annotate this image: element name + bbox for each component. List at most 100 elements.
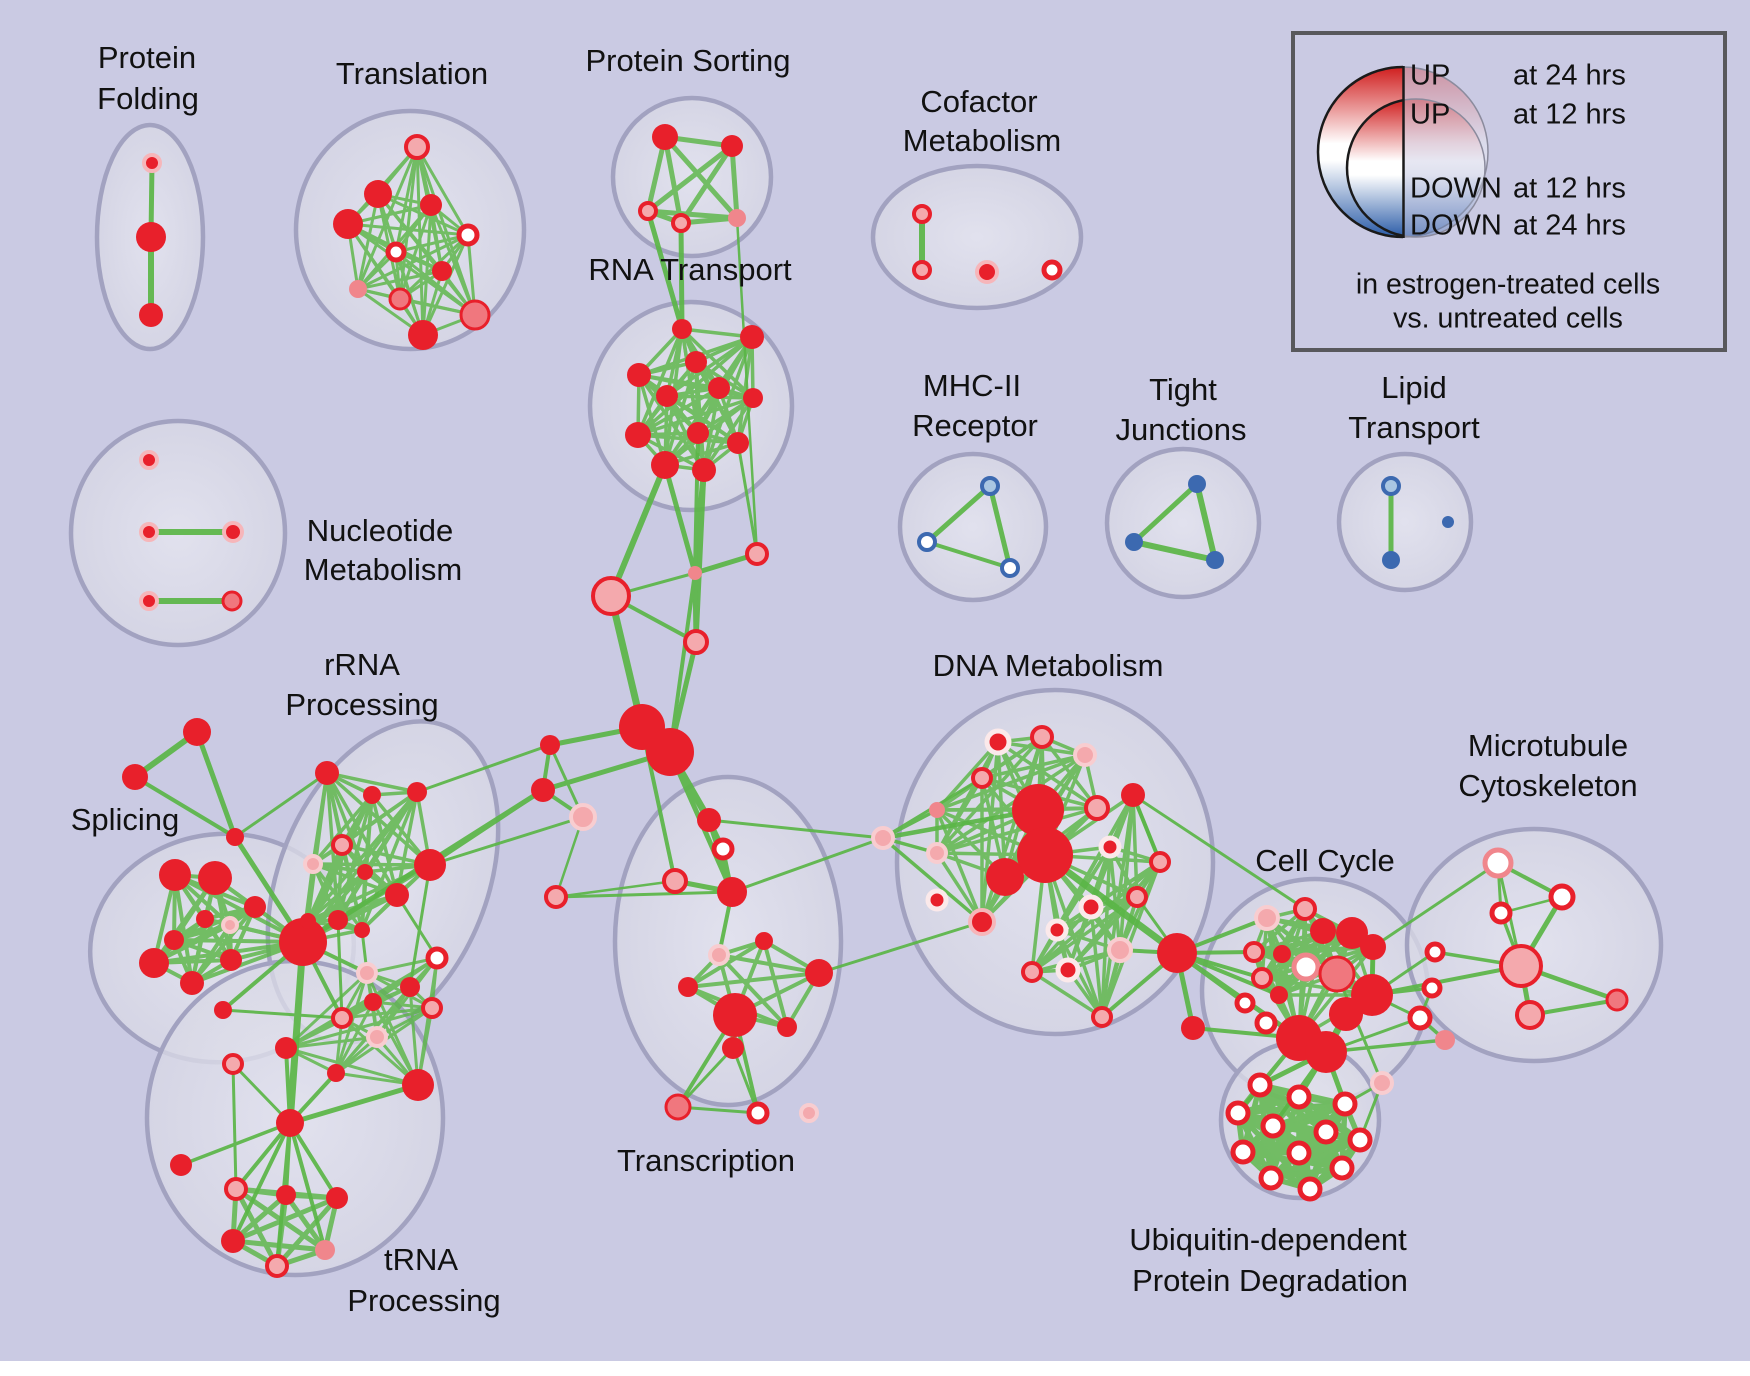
node-t6	[385, 241, 407, 263]
node-spC	[226, 828, 244, 846]
legend-direction-label-1: UP	[1410, 99, 1450, 131]
cluster-label-mhc-ii-receptor-0: MHC-II	[923, 368, 1021, 403]
node-rr6	[414, 849, 446, 881]
node-dm4	[971, 767, 993, 789]
node-t3	[420, 194, 442, 216]
legend: UP at 24 hrs UP at 12 hrs DOWN at 12 hrs DOWN a…	[1291, 31, 1727, 352]
node-dm21	[1149, 851, 1171, 873]
node-rr1	[315, 761, 339, 785]
node-rt11	[651, 451, 679, 479]
node-rt1	[672, 319, 692, 339]
node-dm12	[1098, 835, 1122, 859]
node-tc13	[664, 1093, 692, 1121]
cluster-label-tight-junctions-0: Tight	[1149, 372, 1217, 407]
node-mc4	[683, 629, 709, 655]
node-cf4	[1041, 259, 1063, 281]
node-dm23	[1091, 1006, 1113, 1028]
cluster-label-protein-folding-0: Protein	[98, 40, 196, 75]
node-t4	[333, 209, 363, 239]
node-cc10	[1351, 974, 1393, 1016]
node-pf3	[139, 303, 163, 327]
legend-footer-0: in estrogen-treated cells	[1356, 269, 1660, 301]
node-mt7	[1605, 988, 1629, 1012]
legend-inner-ring	[1345, 98, 1403, 238]
node-rrl2	[366, 1026, 388, 1048]
clique-edges	[152, 134, 1375, 1269]
node-rt12	[692, 458, 716, 482]
node-ps5	[728, 209, 746, 227]
node-tc5	[544, 885, 568, 909]
node-mt1	[1482, 847, 1514, 879]
cluster-label-protein-sorting-0: Protein Sorting	[585, 43, 790, 78]
node-lp1	[1381, 476, 1401, 496]
node-tc12	[777, 1017, 797, 1037]
node-tc15	[799, 1103, 819, 1123]
node-sp9	[220, 949, 242, 971]
node-tc1	[697, 808, 721, 832]
node-cc18	[1329, 997, 1363, 1031]
node-cc6	[1243, 941, 1265, 963]
node-tn1	[224, 1177, 248, 1201]
node-tn6	[265, 1254, 289, 1278]
node-rr2	[363, 786, 381, 804]
node-cc12	[1270, 986, 1288, 1004]
node-mc3	[591, 576, 631, 616]
node-cc2	[1293, 897, 1317, 921]
node-cc15	[1254, 1011, 1278, 1035]
node-nm2	[139, 522, 159, 542]
node-dm18	[1021, 961, 1043, 983]
node-rt4	[685, 351, 707, 373]
node-t8	[349, 280, 367, 298]
node-tc14	[746, 1101, 770, 1125]
node-rr10	[354, 922, 370, 938]
node-dm8	[986, 858, 1024, 896]
node-tnl	[170, 1154, 192, 1176]
node-mt4	[1424, 941, 1446, 963]
node-nm3	[222, 521, 244, 543]
legend-direction-label-2: DOWN	[1410, 173, 1502, 205]
node-dm13	[925, 888, 949, 912]
node-rr7	[385, 883, 409, 907]
cluster-label-transcription-0: Transcription	[617, 1143, 795, 1178]
node-cc5	[1360, 934, 1386, 960]
node-mt5	[1499, 944, 1543, 988]
node-tj1	[1188, 475, 1206, 493]
legend-time-label-3: at 24 hrs	[1513, 210, 1626, 242]
node-rrl11	[222, 1053, 244, 1075]
node-lp2	[1382, 551, 1400, 569]
node-tn5	[315, 1240, 335, 1260]
node-rr5	[303, 854, 323, 874]
legend-time-label-0: at 24 hrs	[1513, 60, 1626, 92]
node-mt10	[1435, 1030, 1455, 1050]
cluster-label-ubiquitin-degradation-0: Ubiquitin-dependent	[1129, 1222, 1407, 1257]
node-t5	[456, 223, 480, 247]
node-dm1	[984, 728, 1012, 756]
node-cc11	[1251, 967, 1273, 989]
cluster-label-rna-transport-0: RNA Transport	[588, 252, 792, 287]
cluster-label-dna-metabolism-0: DNA Metabolism	[933, 648, 1164, 683]
node-cc17	[1305, 1031, 1347, 1073]
node-rrl3	[356, 962, 378, 984]
node-sp6	[221, 916, 239, 934]
node-rr4	[331, 834, 353, 856]
node-mh1	[980, 476, 1000, 496]
node-dm15	[1045, 918, 1069, 942]
node-mc2	[745, 542, 769, 566]
node-ps3	[638, 201, 658, 221]
node-tc11	[722, 1037, 744, 1059]
cluster-label-nucleotide-metabolism-0: Nucleotide	[307, 513, 453, 548]
node-ub2	[1286, 1084, 1312, 1110]
node-rr9	[328, 910, 348, 930]
node-ub10	[1329, 1155, 1355, 1181]
node-mt6	[1515, 1000, 1545, 1030]
cluster-label-mhc-ii-receptor-1: Receptor	[912, 408, 1038, 443]
node-cc9	[1318, 955, 1356, 993]
node-mt2	[1548, 883, 1576, 911]
node-rrl12	[214, 1001, 232, 1019]
node-tc6	[708, 944, 730, 966]
node-t10	[459, 299, 491, 331]
node-cc16	[1181, 1016, 1205, 1040]
node-hb2	[646, 728, 694, 776]
